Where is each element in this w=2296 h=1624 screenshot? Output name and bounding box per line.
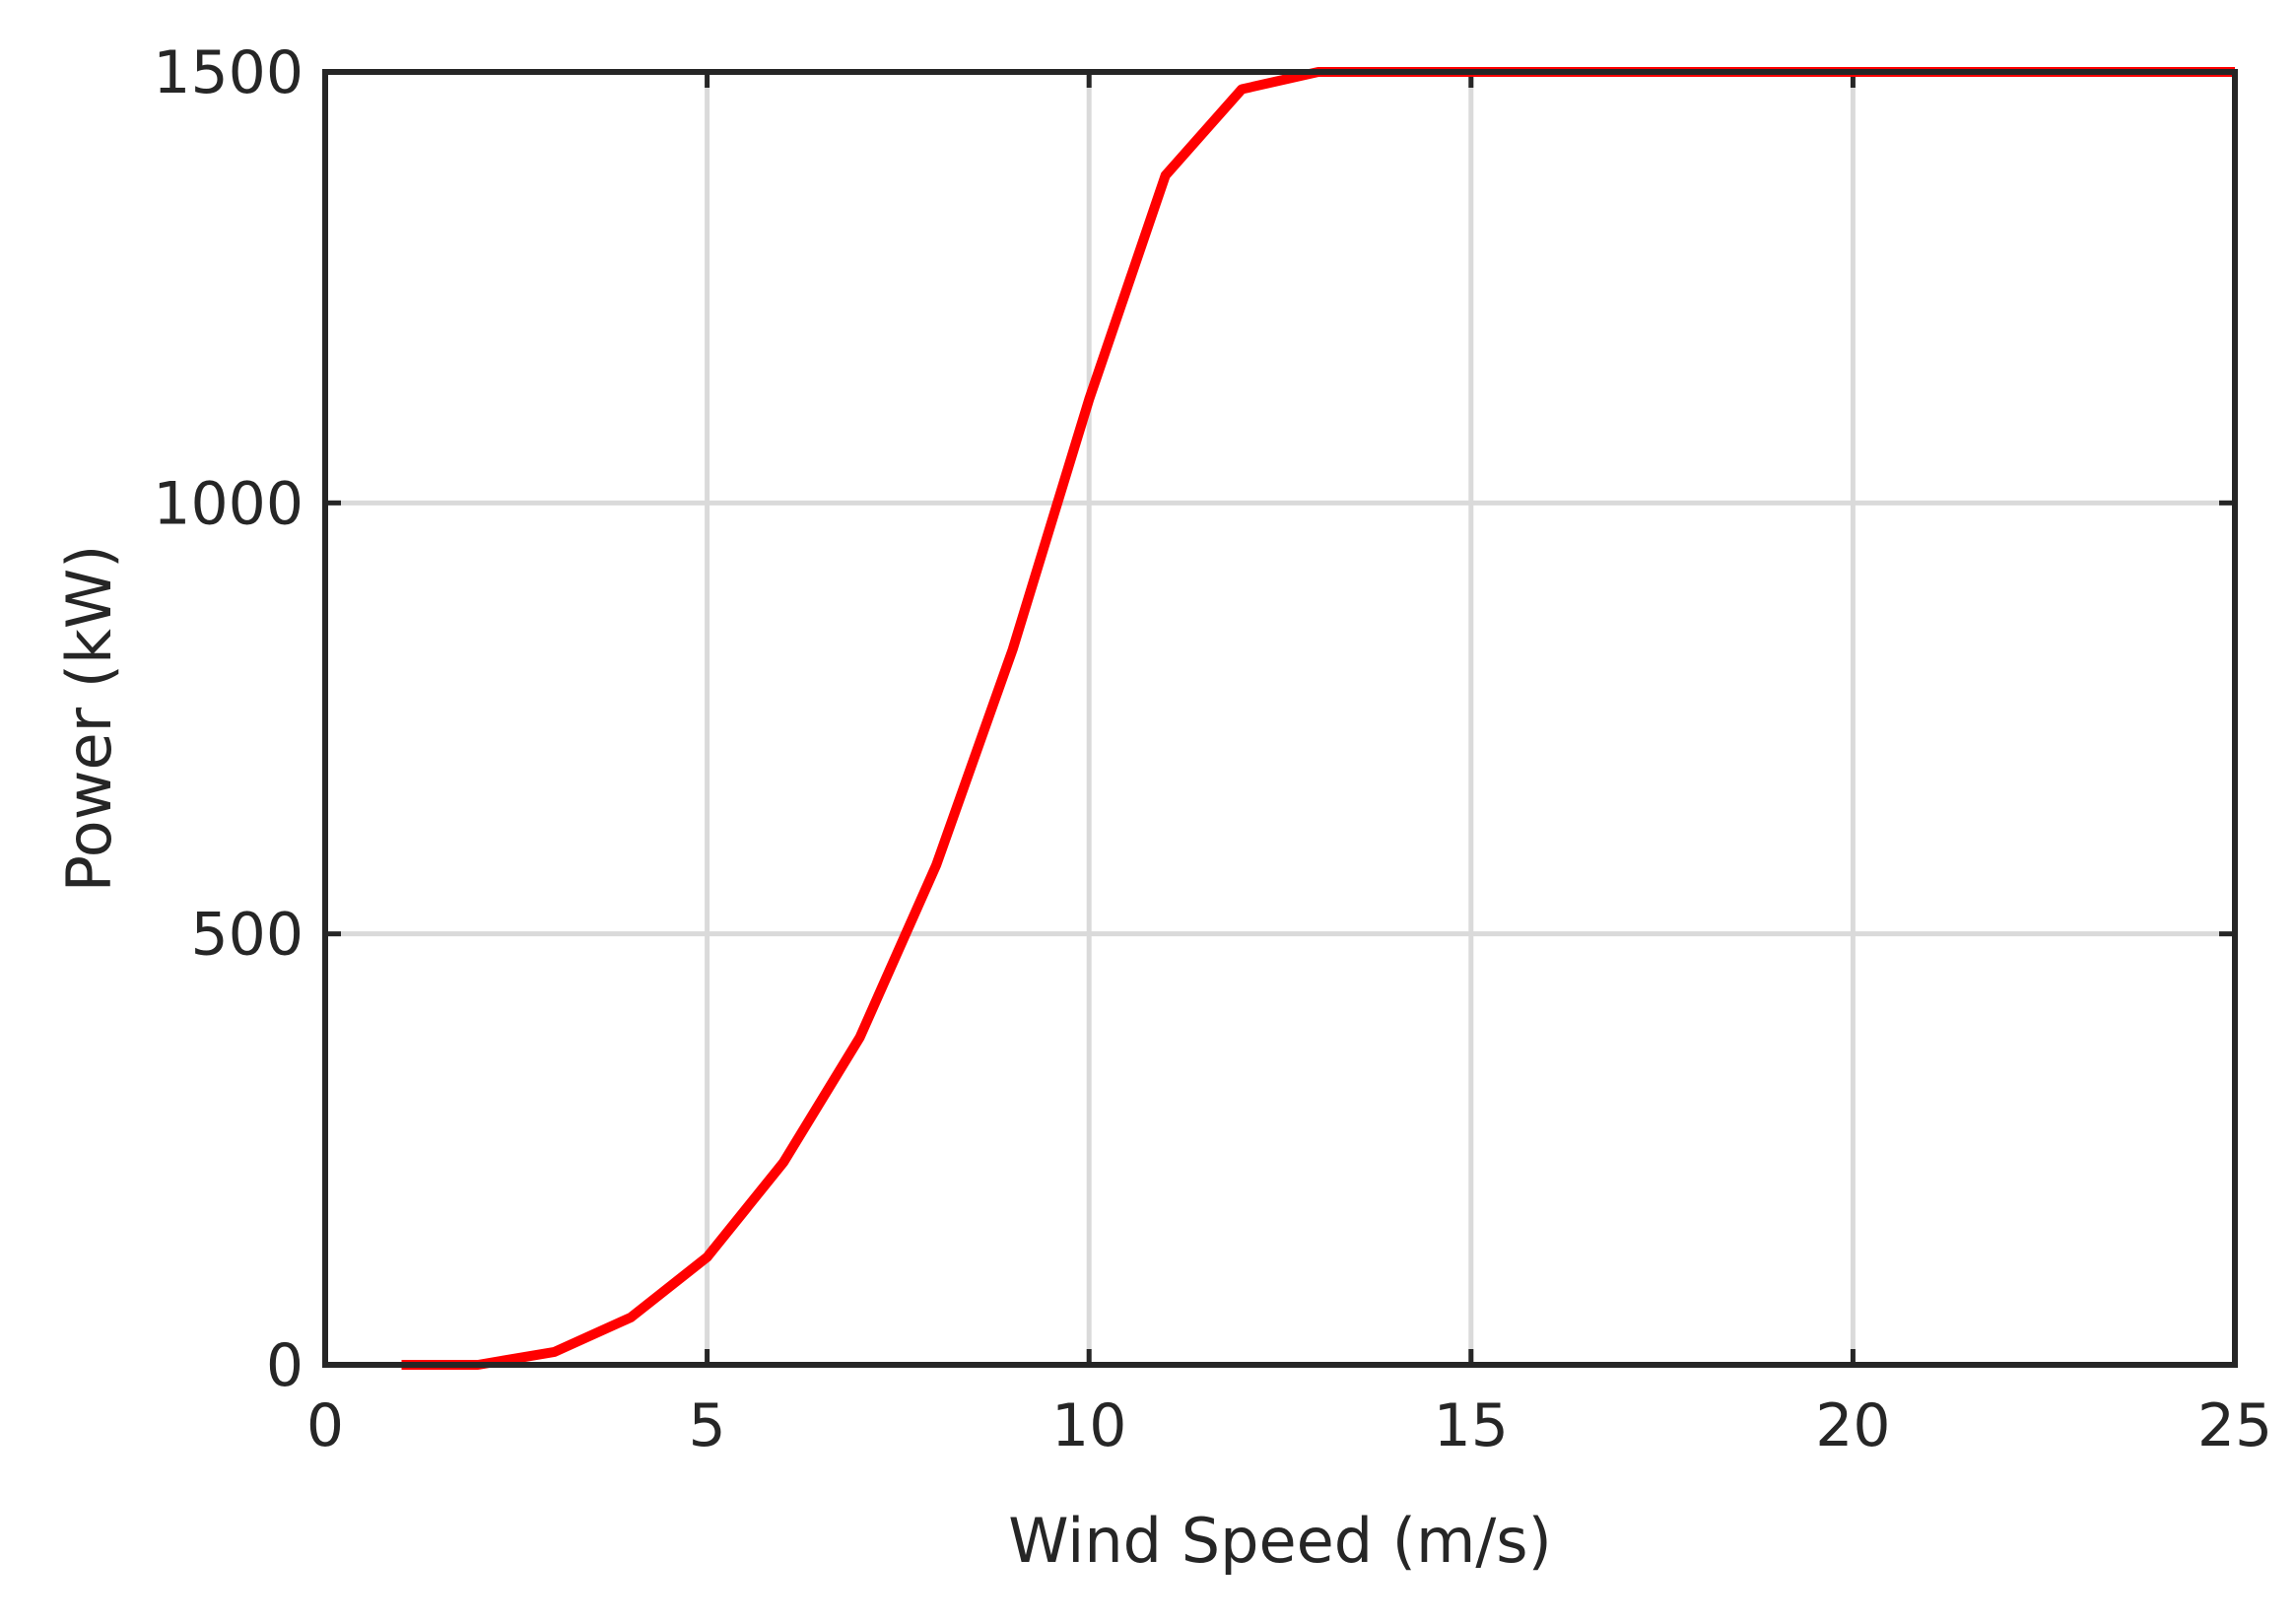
y-tick-label: 1500 (153, 38, 304, 107)
plot-frame (322, 69, 2238, 1368)
grid-lines (325, 72, 2235, 1365)
x-axis-label: Wind Speed (m/s) (1008, 1505, 1552, 1577)
x-tick-label: 0 (306, 1391, 344, 1460)
x-tick-labels: 0 5 10 15 20 25 (306, 1391, 2272, 1460)
x-tick-label: 20 (1815, 1391, 1890, 1460)
y-tick-label: 1000 (153, 469, 304, 538)
series-layer (401, 67, 2235, 1370)
x-tick-label: 15 (1434, 1391, 1509, 1460)
y-tick-label: 0 (266, 1331, 304, 1400)
series-line (401, 67, 2235, 1370)
x-tick-label: 10 (1051, 1391, 1126, 1460)
y-tick-labels: 0 500 1000 1500 (153, 38, 304, 1400)
y-tick-label: 500 (190, 901, 304, 970)
y-axis-label: Power (kW) (53, 545, 125, 893)
x-tick-label: 25 (2197, 1391, 2272, 1460)
x-tick-label: 5 (689, 1391, 726, 1460)
tick-marks (322, 69, 2238, 1368)
